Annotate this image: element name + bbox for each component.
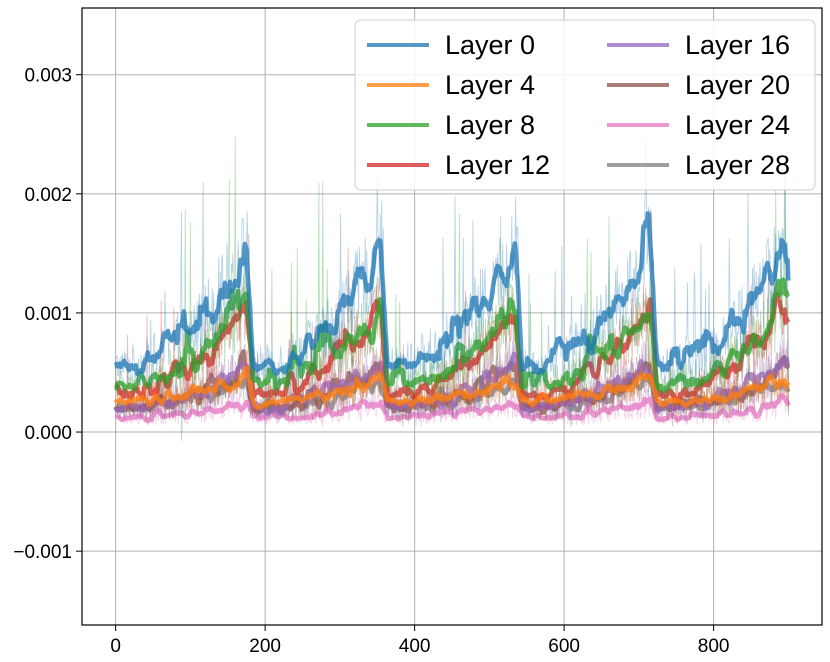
- series-line: [113, 211, 791, 377]
- series-line-raw: [115, 136, 789, 442]
- legend-label: Layer 24: [685, 110, 790, 140]
- series-line-raw: [115, 374, 789, 427]
- legend-label: Layer 20: [685, 70, 790, 100]
- y-tick-label: 0.000: [24, 423, 72, 444]
- y-tick-label: 0.002: [24, 185, 72, 206]
- legend-label: Layer 0: [445, 30, 535, 60]
- x-tick-label: 0: [110, 636, 121, 657]
- plot-frame: [81, 7, 823, 626]
- legend-label: Layer 8: [445, 110, 535, 140]
- y-tick-label: 0.001: [24, 304, 72, 325]
- series-line-raw: [115, 348, 789, 413]
- series-line: [113, 366, 791, 410]
- x-tick-label: 200: [249, 636, 281, 657]
- series-line: [114, 392, 791, 424]
- x-tick-label: 800: [698, 636, 730, 657]
- legend-box: [354, 19, 816, 191]
- axis-ticks: 0 200 400 600 800 −0.001 0.000 0.001 0.002 0.003: [13, 66, 729, 657]
- legend-label: Layer 16: [685, 30, 790, 60]
- y-tick-label: −0.001: [13, 542, 72, 563]
- x-tick-label: 600: [548, 636, 580, 657]
- legend-label: Layer 12: [445, 150, 550, 180]
- plot-series: [113, 136, 791, 442]
- series-line: [113, 351, 791, 416]
- legend: Layer 0 Layer 4 Layer 8 Layer 12 Layer 16 Lay…: [354, 19, 816, 191]
- x-tick-label: 400: [399, 636, 431, 657]
- series-line: [114, 277, 790, 394]
- legend-label: Layer 4: [445, 70, 535, 100]
- legend-label: Layer 28: [685, 150, 790, 180]
- y-tick-label: 0.003: [24, 66, 72, 87]
